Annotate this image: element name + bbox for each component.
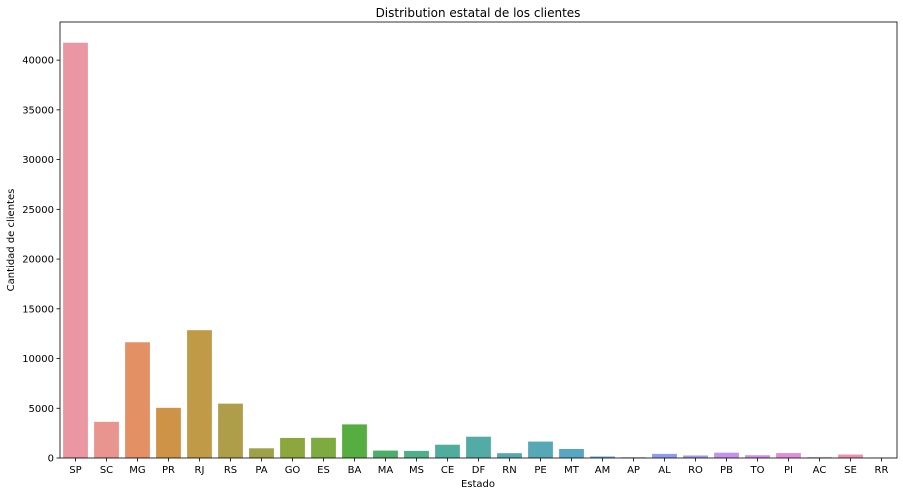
x-tick-label: PB: [720, 465, 733, 476]
bar-pe: [528, 441, 553, 458]
x-tick-label: DF: [472, 465, 486, 476]
bar-pi: [776, 453, 801, 458]
bar-mt: [559, 448, 584, 458]
y-tick-label: 25000: [22, 205, 54, 216]
x-tick-label: SE: [844, 465, 857, 476]
y-tick-label: 5000: [29, 404, 54, 415]
bar-es: [311, 437, 336, 458]
x-tick-label: TO: [750, 465, 765, 476]
bar-ma: [373, 450, 398, 458]
x-tick-label: PA: [255, 465, 267, 476]
bar-ac: [807, 457, 832, 458]
bar-mg: [125, 342, 150, 458]
bars-group: [63, 42, 894, 459]
plot-frame: [59, 21, 898, 459]
x-tick-label: BA: [348, 465, 362, 476]
x-tick-label: SC: [100, 465, 113, 476]
x-tick-label: RO: [688, 465, 703, 476]
y-tick-label: 15000: [22, 304, 54, 315]
bar-ro: [683, 455, 708, 458]
y-axis-label: Cantidad de clientes: [6, 189, 17, 292]
x-tick-label: AC: [813, 465, 827, 476]
x-tick-label: PE: [534, 465, 546, 476]
bar-go: [280, 437, 305, 458]
bar-rs: [218, 403, 243, 458]
x-tick-label: MT: [564, 465, 580, 476]
x-tick-label: MS: [409, 465, 424, 476]
bar-ce: [435, 444, 460, 458]
y-tick-label: 35000: [22, 105, 54, 116]
chart-title: Distribution estatal de los clientes: [376, 6, 581, 20]
y-tick-label: 40000: [22, 56, 54, 67]
x-tick-label: PR: [162, 465, 175, 476]
x-tick-label: AM: [595, 465, 610, 476]
bar-ms: [404, 450, 429, 458]
x-axis-ticks: SP SC MG PR RJ RS PA GO ES BA MA MS CE DF RN PE MT AM AP AL…: [69, 458, 888, 476]
bar-rj: [187, 330, 212, 458]
bar-sc: [94, 421, 119, 458]
bar-pr: [156, 407, 181, 458]
x-tick-label: ES: [317, 465, 330, 476]
y-tick-label: 0: [48, 454, 54, 465]
y-tick-label: 20000: [22, 255, 54, 266]
x-tick-label: RJ: [195, 465, 205, 476]
bar-rn: [497, 453, 522, 458]
x-tick-label: RR: [875, 465, 889, 476]
x-tick-label: AP: [627, 465, 640, 476]
bar-pa: [249, 448, 274, 458]
x-axis-label: Estado: [461, 479, 495, 490]
bar-sp: [63, 42, 88, 459]
x-tick-label: RS: [224, 465, 237, 476]
x-tick-label: SP: [69, 465, 81, 476]
y-tick-label: 30000: [22, 155, 54, 166]
x-tick-label: AL: [658, 465, 671, 476]
bar-se: [838, 454, 863, 458]
y-tick-label: 10000: [22, 354, 54, 365]
bar-pb: [714, 452, 739, 458]
x-tick-label: MG: [129, 465, 145, 476]
y-axis-ticks: 0 5000 10000 15000 20000 25000 30000 35000 40000: [22, 56, 60, 465]
x-tick-label: RN: [502, 465, 516, 476]
x-tick-label: MA: [378, 465, 394, 476]
bar-df: [466, 436, 491, 458]
bar-am: [590, 456, 615, 458]
x-tick-label: GO: [285, 465, 301, 476]
x-tick-label: PI: [784, 465, 793, 476]
bar-al: [652, 453, 677, 458]
bar-ba: [342, 424, 367, 458]
bar-to: [745, 455, 770, 458]
x-tick-label: CE: [441, 465, 454, 476]
